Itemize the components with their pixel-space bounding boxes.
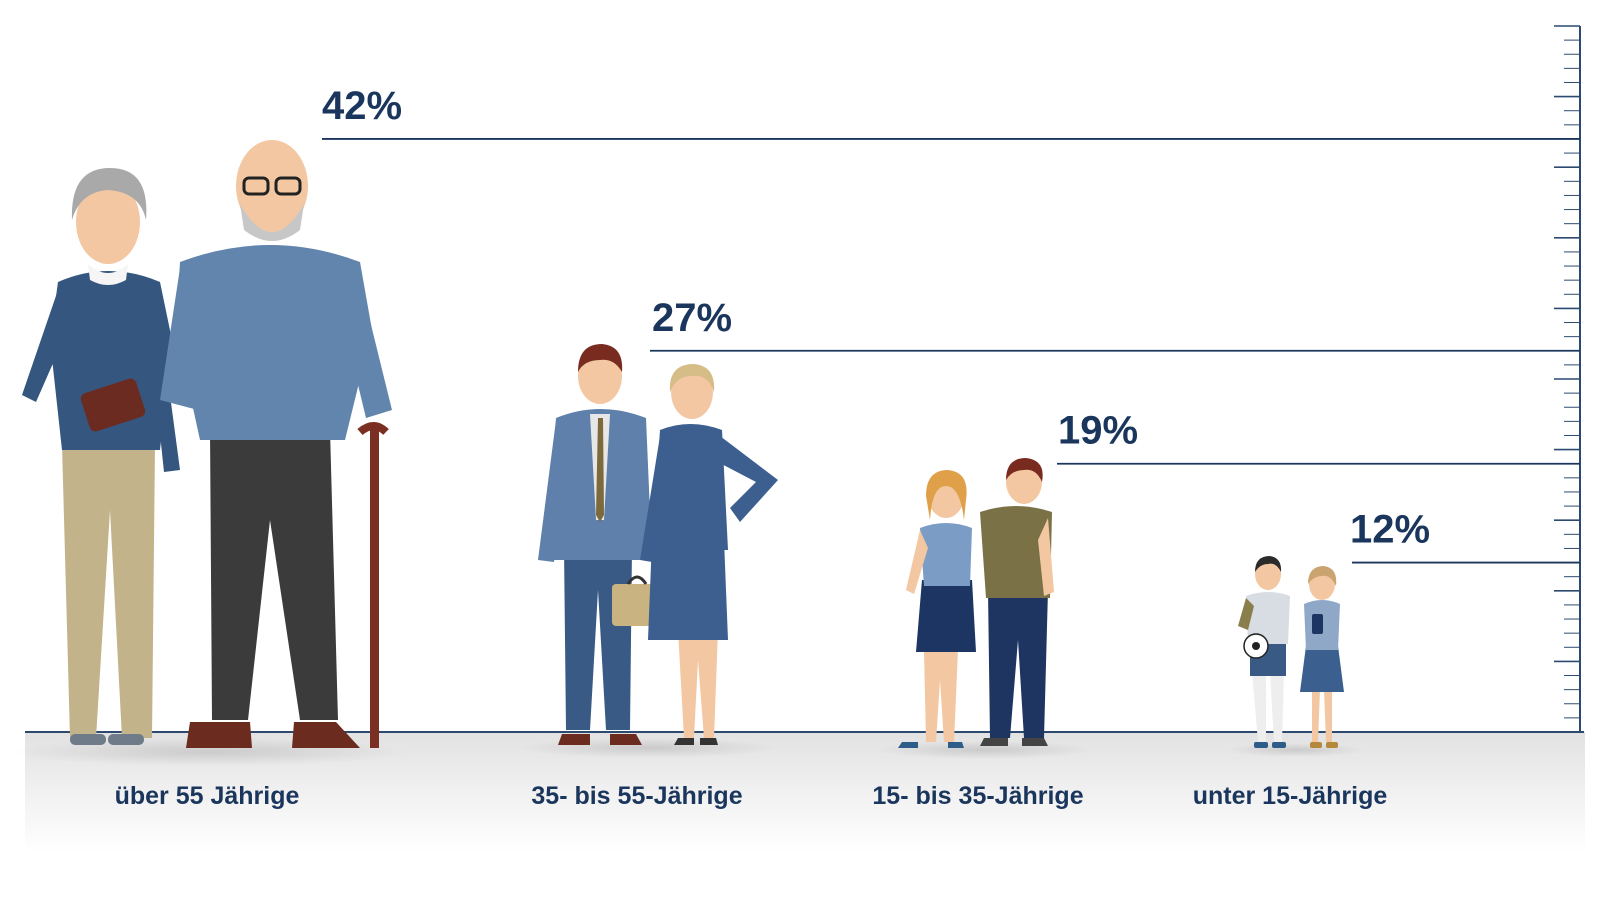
category-label: über 55 Jährige (115, 782, 300, 810)
category-label: 15- bis 35-Jährige (872, 782, 1083, 810)
value-label: 27% (652, 296, 732, 340)
value-level-lines (322, 138, 1580, 564)
adult-business-couple-icon (518, 344, 778, 758)
children-couple-icon (1226, 556, 1366, 757)
value-labels: 42% 27% 19% 12% (322, 84, 1430, 552)
senior-couple-icon (10, 140, 410, 766)
category-labels: über 55 Jährige 35- bis 55-Jährige 15- bis… (115, 782, 1388, 810)
value-label: 42% (322, 84, 402, 128)
category-label: unter 15-Jährige (1193, 782, 1388, 810)
value-label: 19% (1058, 409, 1138, 453)
category-label: 35- bis 55-Jährige (531, 782, 742, 810)
ruler-scale (1554, 25, 1581, 733)
young-adult-couple-icon (874, 458, 1094, 759)
value-label: 12% (1350, 508, 1430, 552)
